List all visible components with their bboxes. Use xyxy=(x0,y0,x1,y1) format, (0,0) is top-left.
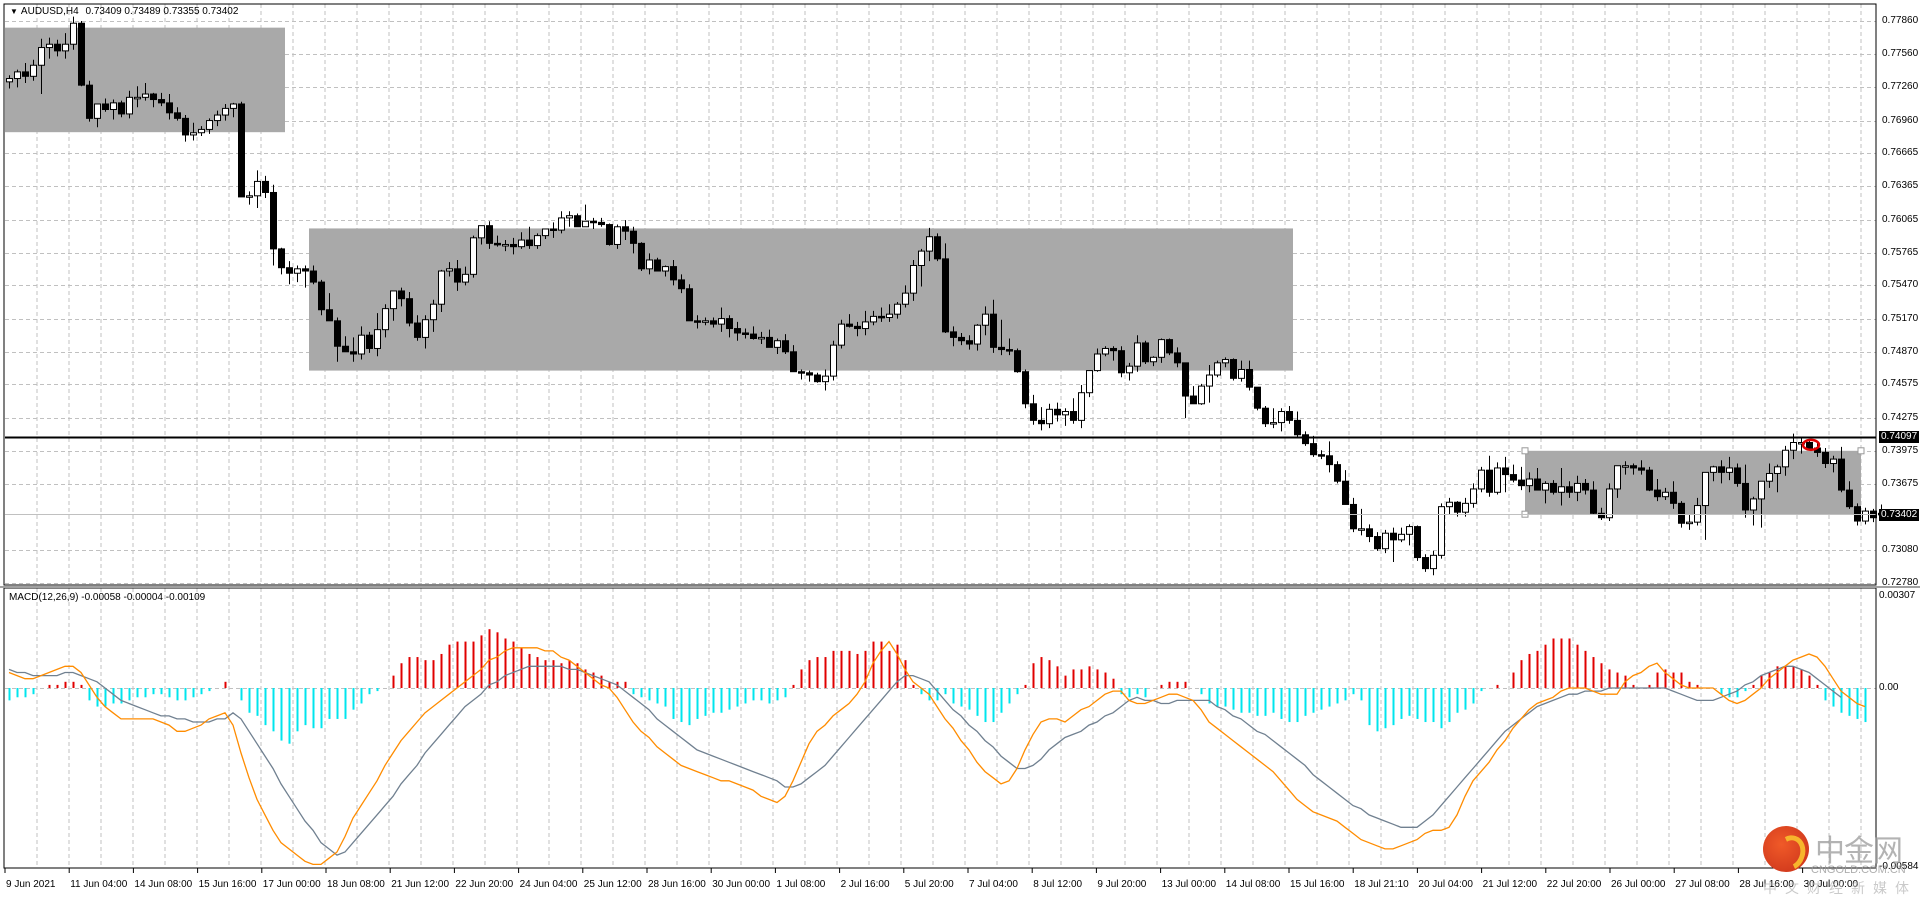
time-tick-label: 18 Jun 08:00 xyxy=(327,879,385,890)
time-tick-label: 14 Jun 08:00 xyxy=(134,879,193,890)
price-tick-label: 0.77560 xyxy=(1882,48,1919,59)
time-tick-label: 22 Jul 20:00 xyxy=(1546,879,1602,890)
time-tick-label: 15 Jun 16:00 xyxy=(198,879,257,890)
macd-tick-label: 0.00 xyxy=(1879,682,1899,693)
time-tick-label: 25 Jun 12:00 xyxy=(583,879,642,890)
time-tick-label: 14 Jul 08:00 xyxy=(1225,879,1281,890)
triangle-down-icon[interactable]: ▼ xyxy=(10,7,18,16)
zone-resize-handle[interactable] xyxy=(1521,447,1529,455)
price-tick-label: 0.76960 xyxy=(1882,115,1919,126)
macd-tick-label: 0.00307 xyxy=(1879,590,1916,601)
price-tick-label: 0.72780 xyxy=(1882,577,1919,588)
price-tick-label: 0.76365 xyxy=(1882,180,1919,191)
price-tick-label: 0.73080 xyxy=(1882,544,1919,555)
time-tick-label: 20 Jul 04:00 xyxy=(1418,879,1473,890)
price-tick-label: 0.73675 xyxy=(1882,478,1919,489)
time-tick-label: 28 Jul 16:00 xyxy=(1739,879,1794,890)
time-tick-label: 9 Jun 2021 xyxy=(6,879,56,890)
price-tick-label: 0.75470 xyxy=(1882,279,1919,290)
horizontal-lines[interactable] xyxy=(5,436,1876,515)
price-tick-label: 0.77260 xyxy=(1882,81,1919,92)
price-tick-label: 0.74275 xyxy=(1882,412,1919,423)
hline-price-tag: 0.74097 xyxy=(1879,431,1919,443)
zone-zone-3[interactable] xyxy=(1525,450,1861,515)
time-tick-label: 11 Jun 04:00 xyxy=(70,879,128,890)
ohlc-values: 0.73409 0.73489 0.73355 0.73402 xyxy=(85,6,239,17)
time-tick-label: 2 Jul 16:00 xyxy=(840,879,890,890)
pane-borders xyxy=(0,3,1920,873)
time-tick-label: 22 Jun 20:00 xyxy=(455,879,514,890)
highlight-ellipse[interactable] xyxy=(1801,438,1821,452)
time-tick-label: 5 Jul 20:00 xyxy=(904,879,954,890)
price-tick-label: 0.75765 xyxy=(1882,247,1919,258)
symbol-legend[interactable]: ▼ AUDUSD,H4 0.73409 0.73489 0.73355 0.734… xyxy=(10,6,238,17)
time-tick-label: 27 Jul 08:00 xyxy=(1675,879,1730,890)
bid-price-tag: 0.73402 xyxy=(1879,509,1919,521)
time-tick-label: 28 Jun 16:00 xyxy=(648,879,706,890)
price-tick-label: 0.76665 xyxy=(1882,147,1919,158)
time-tick-label: 18 Jul 21:10 xyxy=(1354,879,1409,890)
price-tick-label: 0.75170 xyxy=(1882,313,1919,324)
zone-rectangles[interactable] xyxy=(5,27,1865,518)
macd-tick-label: -0.00584 xyxy=(1879,861,1919,872)
time-tick-label: 7 Jul 04:00 xyxy=(969,879,1018,890)
price-tick-label: 0.74870 xyxy=(1882,346,1919,357)
time-tick-label: 17 Jun 00:00 xyxy=(262,879,321,890)
time-tick-label: 8 Jul 12:00 xyxy=(1033,879,1083,890)
time-tick-label: 15 Jul 16:00 xyxy=(1290,879,1345,890)
candlesticks xyxy=(6,16,1885,576)
time-tick-label: 30 Jul 00:00 xyxy=(1803,879,1859,890)
grid xyxy=(5,4,1876,868)
time-tick-label: 26 Jul 00:00 xyxy=(1611,879,1666,890)
symbol-label: AUDUSD,H4 xyxy=(20,6,79,17)
time-tick-label: 21 Jul 12:00 xyxy=(1482,879,1538,890)
time-tick-label: 21 Jun 12:00 xyxy=(391,879,450,890)
price-tick-label: 0.73975 xyxy=(1882,445,1919,456)
time-tick-label: 9 Jul 20:00 xyxy=(1097,879,1147,890)
price-tick-label: 0.77860 xyxy=(1882,15,1919,26)
time-tick-label: 13 Jul 00:00 xyxy=(1161,879,1217,890)
macd-indicator xyxy=(8,629,1867,866)
macd-legend: MACD(12,26,9) -0.00058 -0.00004 -0.00109 xyxy=(9,592,206,603)
price-tick-label: 0.76065 xyxy=(1882,214,1919,225)
time-tick-label: 30 Jun 00:00 xyxy=(712,879,771,890)
price-tick-label: 0.74575 xyxy=(1882,378,1919,389)
time-tick-label: 1 Jul 08:00 xyxy=(776,879,826,890)
zone-resize-handle[interactable] xyxy=(1857,447,1865,455)
time-tick-label: 24 Jun 04:00 xyxy=(519,879,578,890)
